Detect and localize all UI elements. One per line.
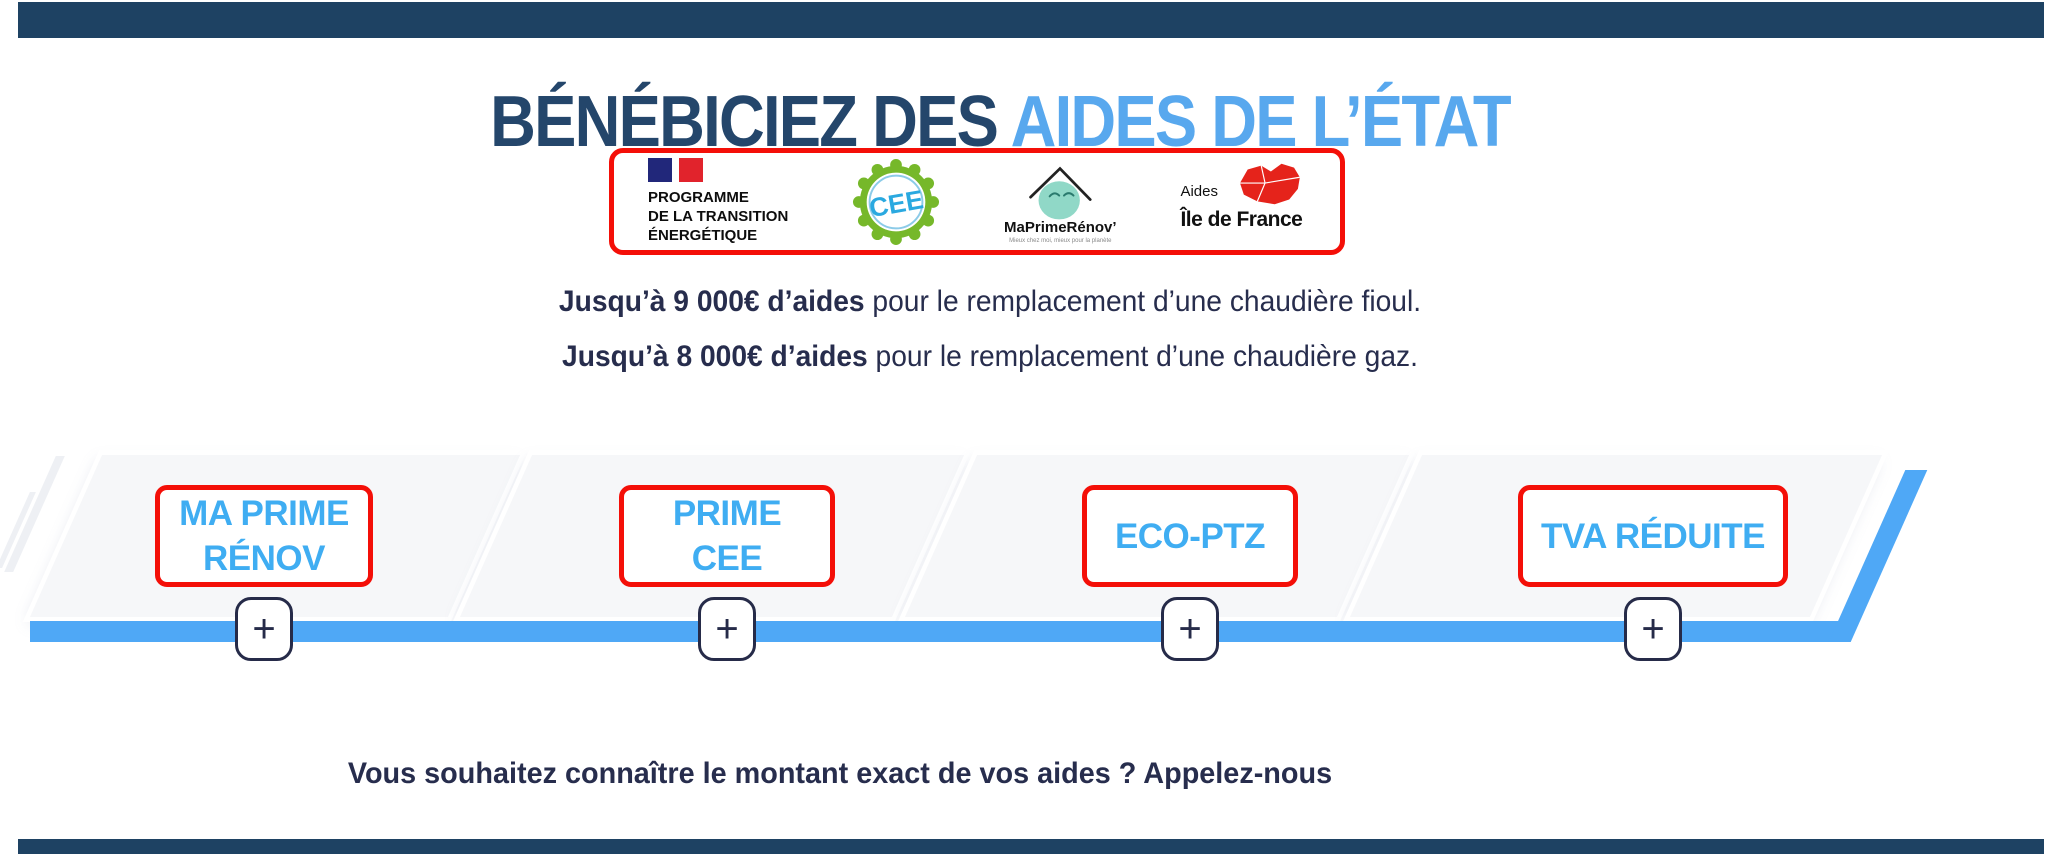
expand-prime-cee-button[interactable]: +	[698, 597, 756, 661]
bottom-divider-bar	[18, 839, 2044, 854]
french-flag-icon	[648, 158, 788, 182]
expand-ma-prime-renov-button[interactable]: +	[235, 597, 293, 661]
aid-label-line: MA PRIME	[179, 494, 349, 533]
intro-line-fioul: Jusqu’à 9 000€ d’aides pour le remplacem…	[559, 285, 1421, 319]
idf-aides-label: Aides	[1180, 183, 1218, 200]
aid-box-prime-cee[interactable]: PRIME CEE	[619, 485, 835, 587]
plus-icon: +	[252, 606, 276, 651]
aid-label-line: CEE	[691, 539, 763, 578]
intro-line-gaz: Jusqu’à 8 000€ d’aides pour le remplacem…	[562, 340, 1418, 374]
intro-line-gaz-rest: pour le remplacement d’une chaudière gaz…	[867, 340, 1418, 373]
programme-line: DE LA TRANSITION	[648, 208, 789, 225]
plus-icon: +	[1641, 606, 1665, 651]
programme-transition-logo: PROGRAMME DE LA TRANSITION ÉNERGÉTIQUE	[648, 158, 788, 245]
timeline-left-edge-stroke	[4, 456, 65, 572]
page-title-dark-part: BÉNÉBICIEZ DES	[490, 82, 999, 163]
aid-label-line: TVA RÉDUITE	[1541, 516, 1765, 556]
programme-line: ÉNERGÉTIQUE	[648, 227, 758, 244]
aid-label-line: RÉNOV	[203, 539, 325, 578]
intro-line-fioul-amount: Jusqu’à 9 000€ d’aides	[558, 285, 865, 318]
plus-icon: +	[1178, 606, 1202, 651]
maprimerenov-name: MaPrimeRénov’	[1004, 219, 1117, 236]
aid-box-tva-reduite[interactable]: TVA RÉDUITE	[1518, 485, 1788, 587]
idf-name-label: Île de France	[1180, 207, 1303, 231]
programme-line: PROGRAMME	[648, 189, 749, 206]
maprimerenov-house-icon	[1029, 166, 1092, 220]
aid-label-line: ECO-PTZ	[1114, 516, 1266, 556]
cta-text: Vous souhaitez connaître le montant exac…	[347, 757, 1333, 790]
page-title: BÉNÉBICIEZ DES AIDES DE L’ÉTAT	[490, 86, 1512, 158]
plus-icon: +	[715, 606, 739, 651]
aid-box-eco-ptz[interactable]: ECO-PTZ	[1082, 485, 1298, 587]
maprimerenov-logo: MaPrimeRénov’ Mieux chez moi, mieux pour…	[1004, 159, 1117, 244]
flag-blue-square	[648, 158, 672, 182]
flag-red-square	[679, 158, 703, 182]
aid-box-ma-prime-renov[interactable]: MA PRIME RÉNOV	[155, 485, 373, 587]
maprimerenov-tagline: Mieux chez moi, mieux pour la planète	[1009, 238, 1112, 244]
aid-label-line: PRIME	[672, 494, 782, 533]
expand-tva-reduite-button[interactable]: +	[1624, 597, 1682, 661]
aides-ile-de-france-logo: Aides Île de France	[1180, 163, 1306, 232]
intro-line-gaz-amount: Jusqu’à 8 000€ d’aides	[562, 340, 868, 373]
page-title-light-part: AIDES DE L’ÉTAT	[997, 82, 1512, 163]
cee-badge-icon: CEE	[852, 158, 940, 246]
partner-logos-box: PROGRAMME DE LA TRANSITION ÉNERGÉTIQUE C…	[609, 148, 1345, 255]
idf-map-icon	[1239, 163, 1300, 204]
expand-eco-ptz-button[interactable]: +	[1161, 597, 1219, 661]
intro-line-fioul-rest: pour le remplacement d’une chaudière fio…	[864, 285, 1422, 318]
top-divider-bar	[18, 2, 2044, 38]
timeline-blue-bar	[30, 621, 1842, 642]
